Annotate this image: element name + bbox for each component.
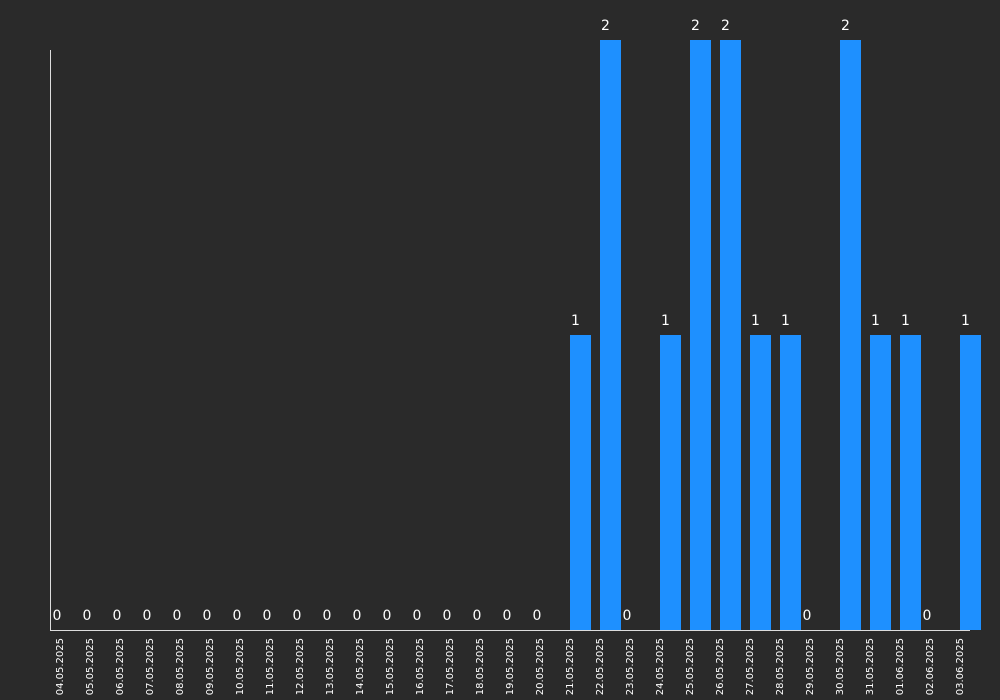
bar [840, 40, 861, 630]
data-label: 0 [143, 608, 152, 624]
x-tick-label: 28.05.2025 [775, 638, 786, 695]
data-label: 0 [83, 608, 92, 624]
bar [600, 40, 621, 630]
data-label: 0 [233, 608, 242, 624]
x-tick-label: 16.05.2025 [415, 638, 426, 695]
data-label: 0 [413, 608, 422, 624]
data-label: 0 [113, 608, 122, 624]
bar [660, 335, 681, 630]
bar [750, 335, 771, 630]
data-label: 0 [263, 608, 272, 624]
x-tick-label: 04.05.2025 [55, 638, 66, 695]
x-tick-label: 06.05.2025 [115, 638, 126, 695]
bar [960, 335, 981, 630]
x-tick-label: 30.05.2025 [835, 638, 846, 695]
data-label: 0 [173, 608, 182, 624]
data-label: 1 [661, 313, 670, 329]
x-tick-label: 22.05.2025 [595, 638, 606, 695]
data-label: 0 [353, 608, 362, 624]
data-label: 0 [803, 608, 812, 624]
data-label: 0 [323, 608, 332, 624]
bar [900, 335, 921, 630]
data-label: 1 [871, 313, 880, 329]
x-tick-label: 25.05.2025 [685, 638, 696, 695]
bar [870, 335, 891, 630]
x-tick-label: 08.05.2025 [175, 638, 186, 695]
x-tick-label: 29.05.2025 [805, 638, 816, 695]
x-tick-label: 17.05.2025 [445, 638, 456, 695]
x-tick-label: 14.05.2025 [355, 638, 366, 695]
x-tick-label: 15.05.2025 [385, 638, 396, 695]
x-tick-label: 19.05.2025 [505, 638, 516, 695]
x-tick-label: 07.05.2025 [145, 638, 156, 695]
bar [570, 335, 591, 630]
data-label: 0 [503, 608, 512, 624]
x-tick-label: 10.05.2025 [235, 638, 246, 695]
data-label: 1 [571, 313, 580, 329]
data-label: 1 [751, 313, 760, 329]
data-label: 0 [53, 608, 62, 624]
data-label: 2 [601, 18, 610, 34]
data-label: 0 [623, 608, 632, 624]
data-label: 1 [781, 313, 790, 329]
data-label: 1 [961, 313, 970, 329]
x-tick-label: 12.05.2025 [295, 638, 306, 695]
x-tick-label: 18.05.2025 [475, 638, 486, 695]
x-tick-label: 13.05.2025 [325, 638, 336, 695]
x-tick-label: 02.06.2025 [925, 638, 936, 695]
x-tick-label: 05.05.2025 [85, 638, 96, 695]
x-tick-label: 20.05.2025 [535, 638, 546, 695]
bars-group [570, 40, 981, 630]
data-label: 2 [841, 18, 850, 34]
data-label: 0 [473, 608, 482, 624]
x-tick-labels-group: 04.05.2025 05.05.2025 06.05.2025 07.05.2025… [55, 638, 966, 695]
x-tick-label: 11.05.2025 [265, 638, 276, 695]
x-tick-label: 09.05.2025 [205, 638, 216, 695]
x-tick-label: 21.05.2025 [565, 638, 576, 695]
x-tick-label: 03.06.2025 [955, 638, 966, 695]
x-tick-label: 24.05.2025 [655, 638, 666, 695]
data-label: 0 [443, 608, 452, 624]
data-label: 0 [923, 608, 932, 624]
bar [780, 335, 801, 630]
data-label: 2 [691, 18, 700, 34]
data-label: 0 [533, 608, 542, 624]
x-tick-label: 01.06.2025 [895, 638, 906, 695]
data-label: 1 [901, 313, 910, 329]
bar [690, 40, 711, 630]
x-tick-label: 23.05.2025 [625, 638, 636, 695]
data-label: 2 [721, 18, 730, 34]
x-tick-label: 31.05.2025 [865, 638, 876, 695]
data-label: 0 [293, 608, 302, 624]
data-label: 0 [203, 608, 212, 624]
value-labels-group: 0 0 0 0 0 0 0 0 0 0 0 0 0 0 0 0 0 1 2 0 1 2 2 1 1 0 2 1 1 0 1 [53, 18, 970, 624]
x-tick-label: 26.05.2025 [715, 638, 726, 695]
bar [720, 40, 741, 630]
data-label: 0 [383, 608, 392, 624]
x-tick-label: 27.05.2025 [745, 638, 756, 695]
